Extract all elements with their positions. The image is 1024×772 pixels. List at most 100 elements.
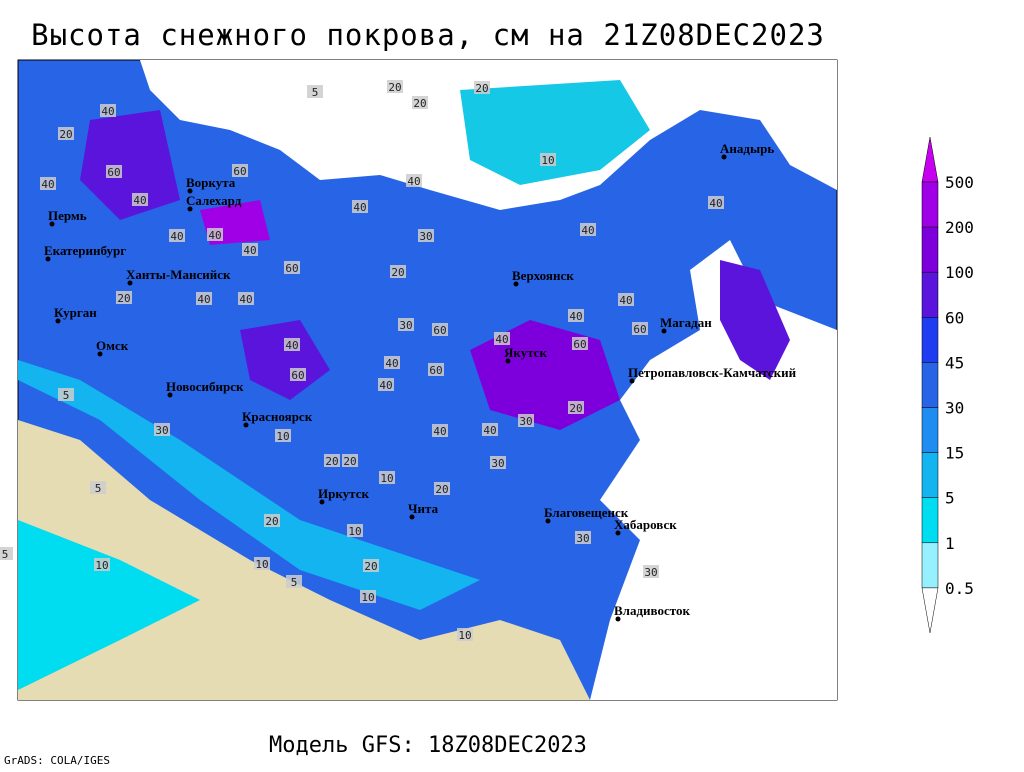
- city-dot: [97, 351, 103, 357]
- contour-label-box: [379, 471, 395, 484]
- contour-label-box: [363, 559, 379, 572]
- contour-label-box: [618, 293, 634, 306]
- contour-label: 60: [107, 166, 120, 179]
- contour-label-box: [106, 165, 122, 178]
- city-label: Воркута: [186, 175, 236, 190]
- contour-label-box: [232, 164, 248, 177]
- contour-label-box: [254, 557, 270, 570]
- contour-label-box: [490, 456, 506, 469]
- city-label: Якутск: [504, 345, 548, 360]
- contour-labels: 20 20 20 5 40 20 10 40 60 60 40 40 40 30 40 40 40 40 60 40 2…: [0, 80, 724, 642]
- contour-label-box: [360, 590, 376, 603]
- contour-label: 5: [95, 482, 102, 495]
- contour-label-box: [390, 265, 406, 278]
- deep-snow-urals: [80, 110, 180, 220]
- legend-label: 5: [945, 489, 955, 508]
- city-label: Анадырь: [720, 141, 774, 156]
- contour-label-box: [290, 368, 306, 381]
- contour-label: 40: [101, 105, 114, 118]
- contour-label: 10: [255, 558, 268, 571]
- contour-label: 60: [633, 323, 646, 336]
- legend-label: 45: [945, 353, 964, 372]
- contour-label-box: [196, 292, 212, 305]
- city-label: Благовещенск: [544, 505, 629, 520]
- contour-label: 20: [117, 292, 130, 305]
- legend-swatch: [921, 407, 939, 453]
- city-label: Омск: [96, 338, 129, 353]
- contour-label-box: [632, 322, 648, 335]
- contour-label: 10: [348, 525, 361, 538]
- contour-label-box: [207, 228, 223, 241]
- contour-label: 5: [312, 86, 319, 99]
- contour-label-box: [58, 127, 74, 140]
- legend-label: 200: [945, 218, 974, 237]
- contour-label: 40: [709, 197, 722, 210]
- contour-label-box: [286, 575, 302, 588]
- city-dot: [127, 280, 133, 286]
- city-dot: [319, 499, 325, 505]
- contour-label-box: [352, 200, 368, 213]
- city-label: Красноярск: [242, 409, 313, 424]
- contour-label: 40: [353, 201, 366, 214]
- city-label: Ханты-Мансийск: [126, 267, 231, 282]
- city-dot: [187, 206, 193, 212]
- contour-label-box: [568, 401, 584, 414]
- city-dot: [167, 392, 173, 398]
- contour-label: 10: [276, 430, 289, 443]
- contour-label: 40: [379, 379, 392, 392]
- contour-label: 30: [576, 532, 589, 545]
- legend-label: 100: [945, 263, 974, 282]
- city-dot: [45, 256, 51, 262]
- legend-swatch: [921, 542, 939, 589]
- contour-label-box: [575, 531, 591, 544]
- contour-label-box: [154, 423, 170, 436]
- contour-label-box: [384, 356, 400, 369]
- city-dot: [55, 318, 61, 324]
- city-dot: [545, 518, 551, 524]
- contour-label-box: [434, 482, 450, 495]
- city-dot: [513, 281, 519, 287]
- contour-label: 30: [419, 230, 432, 243]
- contour-label: 60: [429, 364, 442, 377]
- contour-label-box: [406, 174, 422, 187]
- contour-label: 10: [95, 559, 108, 572]
- contour-label-box: [540, 153, 556, 166]
- contour-label-box: [242, 243, 258, 256]
- contour-label-box: [284, 261, 300, 274]
- credit: GrADS: COLA/IGES: [4, 754, 110, 767]
- legend-label: 0.5: [945, 579, 974, 598]
- contour-label: 5: [2, 548, 9, 561]
- contour-label-box: [387, 80, 403, 93]
- city-label: Иркутск: [318, 486, 369, 501]
- city-label: Новосибирск: [166, 379, 244, 394]
- contour-label-box: [324, 454, 340, 467]
- legend-swatch: [921, 136, 939, 183]
- city-dot: [721, 154, 727, 160]
- contour-label: 40: [243, 244, 256, 257]
- contour-label: 10: [380, 472, 393, 485]
- legend-label: 15: [945, 444, 964, 463]
- contour-label: 30: [155, 424, 168, 437]
- contour-label: 30: [519, 415, 532, 428]
- city-dot: [615, 616, 621, 622]
- contour-label-box: [708, 196, 724, 209]
- legend-swatch: [921, 362, 939, 408]
- contour-label-box: [580, 223, 596, 236]
- thin-snow-west: [18, 520, 200, 690]
- contour-label: 40: [385, 357, 398, 370]
- contour-label-box: [90, 481, 106, 494]
- contour-label-box: [428, 363, 444, 376]
- city-dot: [629, 378, 635, 384]
- legend-swatch: [921, 317, 939, 363]
- contour-label: 5: [291, 576, 298, 589]
- contour-label: 30: [399, 319, 412, 332]
- contour-label: 10: [541, 154, 554, 167]
- contour-label: 20: [59, 128, 72, 141]
- contour-label: 20: [265, 515, 278, 528]
- contour-label: 20: [435, 483, 448, 496]
- contour-label-box: [457, 628, 473, 641]
- legend-label: 60: [945, 308, 964, 327]
- contour-label: 20: [413, 97, 426, 110]
- contour-label: 20: [569, 402, 582, 415]
